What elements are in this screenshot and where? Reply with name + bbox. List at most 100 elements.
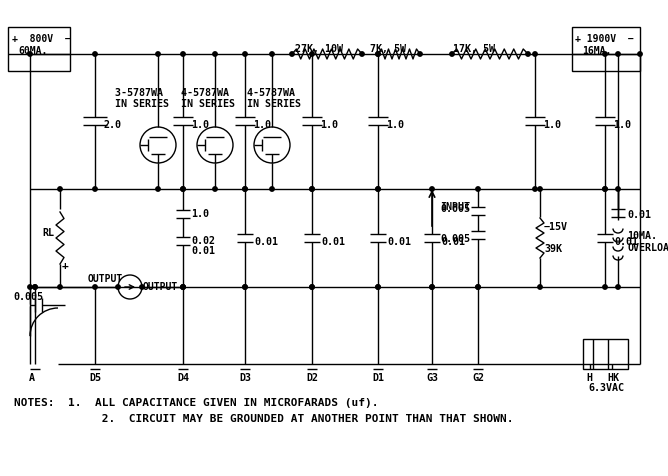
Circle shape: [140, 285, 144, 289]
Circle shape: [376, 285, 380, 289]
Circle shape: [603, 188, 607, 192]
Text: 1.0: 1.0: [320, 120, 338, 130]
Text: OUTPUT: OUTPUT: [88, 273, 124, 283]
Text: + 1900V  −: + 1900V −: [575, 34, 634, 44]
Text: D3: D3: [239, 372, 251, 382]
Text: 27K, 10W: 27K, 10W: [295, 44, 343, 54]
Bar: [572, 28, 640, 72]
Circle shape: [270, 188, 274, 192]
Bar: [8, 28, 70, 72]
Text: 0.01: 0.01: [614, 237, 638, 247]
Text: +: +: [62, 260, 69, 270]
Circle shape: [181, 53, 185, 57]
Circle shape: [93, 188, 98, 192]
Text: 2.  CIRCUIT MAY BE GROUNDED AT ANOTHER POINT THAN THAT SHOWN.: 2. CIRCUIT MAY BE GROUNDED AT ANOTHER PO…: [14, 413, 514, 423]
Circle shape: [376, 188, 380, 192]
Circle shape: [376, 188, 380, 192]
Circle shape: [376, 285, 380, 289]
Text: 1.0: 1.0: [191, 120, 209, 130]
Circle shape: [616, 53, 620, 57]
Text: 0.02: 0.02: [191, 236, 215, 246]
Circle shape: [181, 188, 185, 192]
Circle shape: [33, 285, 37, 289]
Text: 2.0: 2.0: [103, 120, 121, 130]
Text: OVERLOAD: OVERLOAD: [627, 242, 668, 252]
Circle shape: [476, 285, 480, 289]
Circle shape: [181, 188, 185, 192]
Text: 16MA.: 16MA.: [582, 46, 611, 56]
Circle shape: [116, 285, 120, 289]
Circle shape: [156, 53, 160, 57]
Text: G2: G2: [472, 372, 484, 382]
Text: NOTES:  1.  ALL CAPACITANCE GIVEN IN MICROFARADS (uf).: NOTES: 1. ALL CAPACITANCE GIVEN IN MICRO…: [14, 397, 379, 407]
Circle shape: [376, 53, 380, 57]
Circle shape: [270, 53, 274, 57]
Circle shape: [181, 285, 185, 289]
Circle shape: [430, 285, 434, 289]
Text: 0.005: 0.005: [440, 234, 470, 244]
Circle shape: [616, 188, 620, 192]
Text: 1.0: 1.0: [613, 120, 631, 130]
Circle shape: [242, 285, 247, 289]
Text: 3-5787WA   4-5787WA   4-5787WA: 3-5787WA 4-5787WA 4-5787WA: [115, 88, 295, 98]
Text: 0.01: 0.01: [321, 237, 345, 247]
Text: 0.005: 0.005: [13, 291, 43, 301]
Text: RL: RL: [42, 228, 54, 238]
Circle shape: [213, 188, 217, 192]
Circle shape: [93, 285, 98, 289]
Circle shape: [603, 188, 607, 192]
Text: 0.01: 0.01: [627, 209, 651, 219]
Text: 10MA.: 10MA.: [627, 230, 657, 240]
Text: D2: D2: [306, 372, 318, 382]
Circle shape: [28, 53, 32, 57]
Circle shape: [181, 285, 185, 289]
Circle shape: [310, 53, 314, 57]
Text: A: A: [29, 372, 35, 382]
Text: 1.0: 1.0: [253, 120, 271, 130]
Circle shape: [360, 53, 364, 57]
Text: 7K, 5W: 7K, 5W: [370, 44, 406, 54]
Circle shape: [58, 188, 62, 192]
Text: 0.01: 0.01: [191, 246, 215, 256]
Circle shape: [603, 53, 607, 57]
Circle shape: [310, 188, 314, 192]
Text: 17K, 5W: 17K, 5W: [453, 44, 495, 54]
Circle shape: [450, 53, 454, 57]
Text: D4: D4: [177, 372, 189, 382]
Text: 0.01: 0.01: [441, 237, 465, 247]
Circle shape: [538, 188, 542, 192]
Circle shape: [638, 53, 642, 57]
Circle shape: [476, 188, 480, 192]
Circle shape: [33, 285, 37, 289]
Text: 39K: 39K: [544, 244, 562, 253]
Circle shape: [310, 285, 314, 289]
Circle shape: [290, 53, 294, 57]
Text: 1.0: 1.0: [386, 120, 404, 130]
Circle shape: [603, 285, 607, 289]
Circle shape: [310, 188, 314, 192]
Circle shape: [213, 53, 217, 57]
Circle shape: [418, 53, 422, 57]
Text: D1: D1: [372, 372, 384, 382]
Text: HK: HK: [607, 372, 619, 382]
Circle shape: [58, 285, 62, 289]
Text: 0.005: 0.005: [440, 204, 470, 214]
Text: INPUT: INPUT: [440, 201, 470, 211]
Circle shape: [533, 188, 537, 192]
Text: 1.0: 1.0: [543, 120, 561, 130]
Circle shape: [430, 285, 434, 289]
Text: D5: D5: [89, 372, 101, 382]
Text: 0.01: 0.01: [387, 237, 411, 247]
Circle shape: [430, 188, 434, 192]
Circle shape: [181, 285, 185, 289]
Circle shape: [526, 53, 530, 57]
Text: 6.3VAC: 6.3VAC: [588, 382, 624, 392]
Circle shape: [156, 188, 160, 192]
Circle shape: [538, 285, 542, 289]
Circle shape: [242, 285, 247, 289]
Circle shape: [242, 53, 247, 57]
Text: 60MA.: 60MA.: [18, 46, 47, 56]
Circle shape: [476, 285, 480, 289]
Text: 1.0: 1.0: [191, 208, 209, 218]
Circle shape: [242, 188, 247, 192]
